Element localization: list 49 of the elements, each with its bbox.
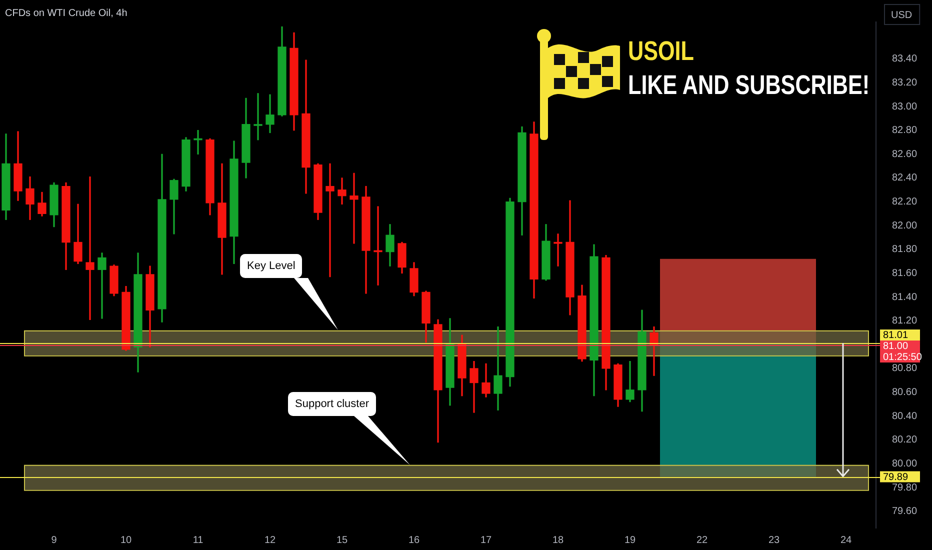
candlestick bbox=[350, 172, 358, 244]
x-tick-label: 10 bbox=[120, 534, 132, 546]
candlestick bbox=[554, 234, 562, 266]
x-tick-label: 22 bbox=[696, 534, 708, 546]
y-tick-label: 82.00 bbox=[892, 220, 918, 232]
candlestick bbox=[254, 93, 262, 140]
y-tick-label: 83.40 bbox=[892, 54, 918, 65]
x-tick-label: 18 bbox=[552, 534, 564, 546]
candlestick bbox=[626, 360, 634, 402]
ref-line-label: 81.00 bbox=[883, 341, 908, 352]
x-tick-label: 24 bbox=[840, 534, 852, 546]
annotation: USOIL bbox=[628, 36, 694, 66]
y-tick-label: 80.00 bbox=[892, 458, 918, 470]
y-tick-label: 83.20 bbox=[892, 77, 918, 88]
y-tick-label: 82.40 bbox=[892, 172, 918, 184]
x-tick-label: 11 bbox=[192, 534, 204, 546]
y-axis-title: USD bbox=[891, 10, 912, 21]
y-tick-label: 83.00 bbox=[892, 101, 918, 112]
y-tick-label: 82.20 bbox=[892, 196, 918, 208]
y-tick-label: 80.80 bbox=[892, 363, 918, 374]
x-tick-label: 17 bbox=[480, 534, 492, 546]
x-tick-label: 19 bbox=[624, 534, 636, 546]
annotation: LIKE AND SUBSCRIBE! bbox=[628, 70, 870, 100]
y-tick-label: 81.40 bbox=[892, 292, 918, 303]
candlestick bbox=[98, 252, 106, 319]
ref-line-label: 81.01 bbox=[883, 330, 908, 342]
candlestick bbox=[86, 176, 94, 320]
y-tick-label: 81.60 bbox=[892, 268, 918, 279]
x-tick-label: 16 bbox=[408, 534, 420, 546]
y-tick-label: 81.80 bbox=[892, 244, 918, 256]
annotation: Key Level bbox=[240, 254, 302, 278]
candlestick bbox=[494, 326, 502, 410]
y-tick-label: 82.80 bbox=[892, 125, 918, 136]
y-tick-label: 79.80 bbox=[892, 482, 918, 494]
x-tick-label: 15 bbox=[336, 534, 348, 546]
y-tick-label: 82.60 bbox=[892, 148, 918, 160]
annotation: Support cluster bbox=[288, 392, 376, 416]
candlestick bbox=[338, 178, 346, 204]
y-tick-label: 80.60 bbox=[892, 387, 918, 398]
x-tick-label: 12 bbox=[264, 534, 276, 546]
ref-line-label: 79.89 bbox=[883, 472, 908, 484]
chart-title: CFDs on WTI Crude Oil, 4h bbox=[5, 8, 128, 19]
y-tick-label: 81.20 bbox=[892, 316, 918, 327]
x-tick-label: 23 bbox=[768, 534, 780, 546]
candlestick bbox=[326, 163, 334, 278]
y-tick-label: 80.20 bbox=[892, 434, 918, 446]
y-tick-label: 79.60 bbox=[892, 506, 918, 518]
y-tick-label: 80.40 bbox=[892, 410, 918, 422]
x-tick-label: 9 bbox=[51, 534, 58, 546]
